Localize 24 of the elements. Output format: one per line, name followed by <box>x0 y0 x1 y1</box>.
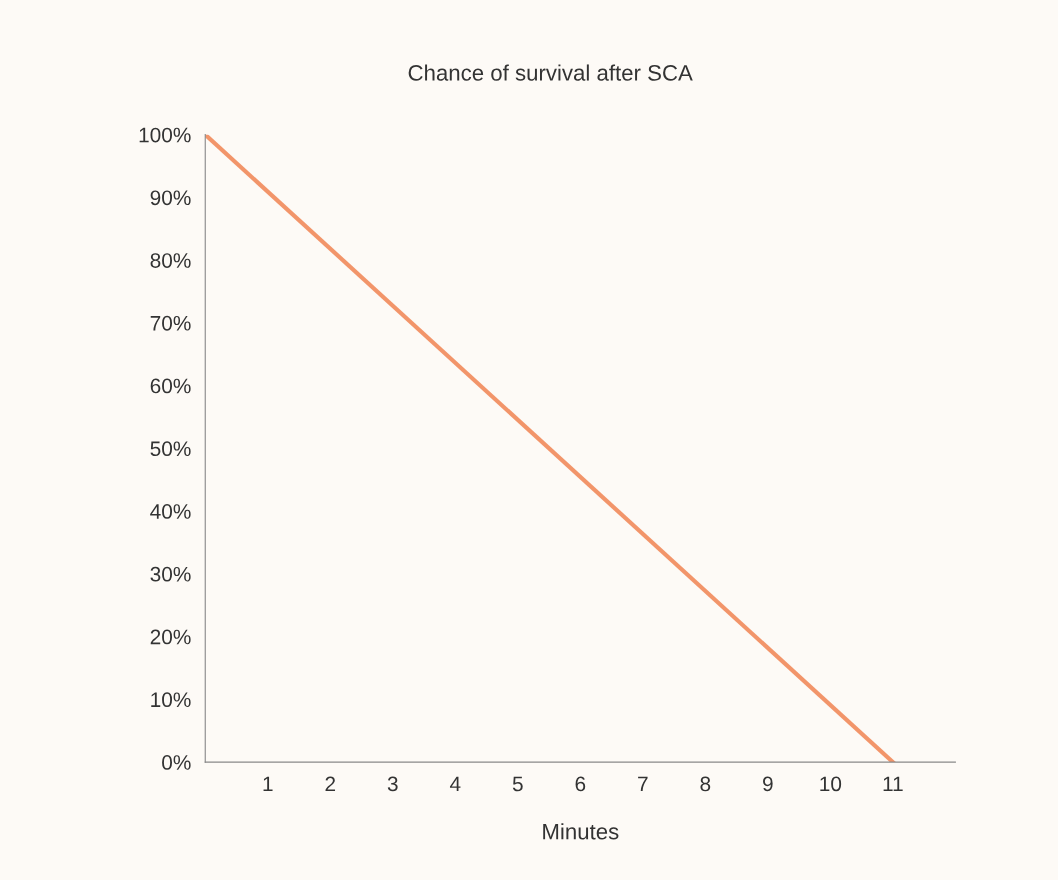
y-tick-label: 80% <box>150 253 191 268</box>
x-tick-label: 5 <box>512 776 523 792</box>
y-tick-label: 100% <box>139 127 191 143</box>
y-tick-label: 70% <box>150 315 191 331</box>
x-tick-label: 8 <box>700 776 711 792</box>
x-tick-label: 2 <box>325 776 336 792</box>
y-tick-label: 20% <box>150 629 191 645</box>
y-tick-label: 50% <box>150 441 191 457</box>
x-tick-label: 4 <box>449 776 461 792</box>
x-tick-label: 3 <box>387 776 398 792</box>
y-tick-label: 90% <box>150 190 191 206</box>
x-tick-label: 10 <box>820 776 842 792</box>
x-tick-label: 7 <box>638 776 648 792</box>
x-tick-label: 6 <box>575 776 586 792</box>
y-tick-label: 0% <box>162 755 191 770</box>
x-tick-label: 1 <box>263 776 273 792</box>
x-tick-label: 11 <box>883 776 903 792</box>
x-axis-title: Minutes <box>543 823 619 840</box>
y-tick-label: 30% <box>150 566 191 582</box>
y-tick-label: 40% <box>150 504 191 519</box>
x-tick-label: 9 <box>763 776 773 792</box>
y-tick-label: 10% <box>151 692 191 708</box>
chart-title: Chance of survival after SCA <box>408 64 693 81</box>
y-tick-label: 60% <box>150 378 191 394</box>
